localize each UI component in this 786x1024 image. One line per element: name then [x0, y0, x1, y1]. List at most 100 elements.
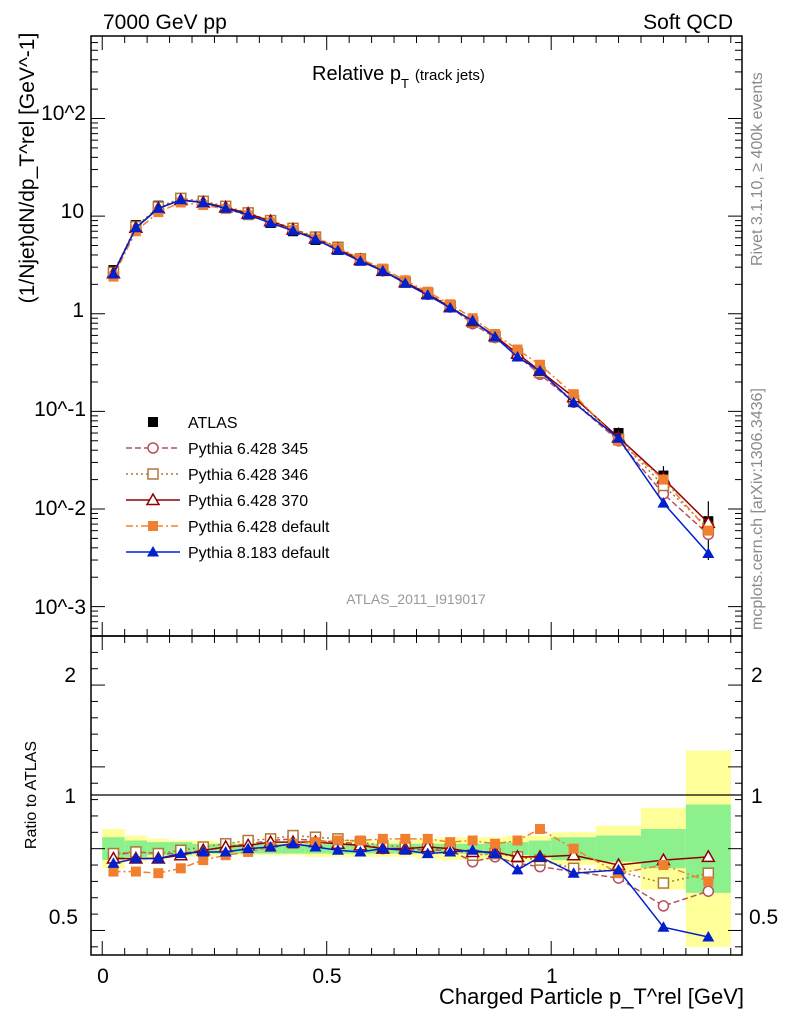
main-ytick-0.001: 10^-3 — [34, 596, 86, 619]
point-pythia-6-428-default — [534, 359, 545, 370]
ratio-point-pythia-8-183-default — [399, 844, 412, 855]
ratio-point-pythia-6-428-default — [658, 860, 669, 871]
point-pythia-8-183-default — [612, 432, 625, 443]
ratio-ytick-1-right: 1 — [751, 785, 763, 808]
point-pythia-8-183-default — [331, 244, 344, 255]
ratio-point-pythia-8-183-default — [287, 837, 300, 849]
point-pythia-8-183-default — [466, 314, 479, 326]
ratio-point-pythia-6-428-default — [198, 855, 209, 866]
ratio-point-pythia-6-428-default — [175, 863, 186, 874]
ratio-point-pythia-8-183-default — [421, 847, 434, 859]
ratio-point-pythia-6-428-default — [703, 876, 714, 887]
point-pythia-6-428-default — [658, 474, 669, 485]
point-pythia-8-183-default — [219, 202, 232, 213]
plot-title-note: (track jets) — [415, 67, 485, 84]
ratio-y-tick-labels: 2 1 0.5 2 1 0.5 — [49, 664, 778, 929]
ratio-line-pythia-6-428-default — [113, 828, 709, 883]
ratio-point-pythia-8-183-default — [331, 844, 344, 855]
point-pythia-8-183-default — [533, 364, 546, 376]
legend-label-atlas: ATLAS — [188, 415, 238, 432]
main-ytick-100: 10^2 — [41, 102, 86, 125]
ratio-point-pythia-6-428-default — [568, 843, 579, 854]
ratio-point-pythia-8-183-default — [489, 847, 502, 859]
ratio-point-pythia-8-183-default — [309, 841, 322, 852]
analysis-id: ATLAS_2011_I919017 — [346, 591, 486, 607]
ratio-point-pythia-8-183-default — [219, 845, 232, 857]
ratio-point-pythia-6-428-346 — [657, 877, 670, 889]
point-pythia-8-183-default — [354, 255, 367, 266]
legend-marker-pythia-6-428-370 — [145, 492, 161, 506]
point-pythia-8-183-default — [197, 196, 210, 208]
ratio-point-pythia-8-183-default — [567, 867, 580, 878]
legend-marker-pythia-6-428-346 — [147, 468, 159, 480]
ratio-point-pythia-8-183-default — [264, 841, 277, 852]
ratio-point-pythia-6-428-default — [512, 835, 523, 846]
point-pythia-8-183-default — [264, 217, 277, 228]
point-pythia-8-183-default — [376, 264, 389, 276]
point-pythia-8-183-default — [174, 193, 187, 205]
ratio-point-pythia-8-183-default — [354, 845, 367, 857]
ratio-point-pythia-6-428-default — [534, 824, 545, 835]
point-pythia-8-183-default — [242, 208, 255, 220]
main-panel — [106, 192, 716, 561]
legend-label-pythia-6-428-346: Pythia 6.428 346 — [188, 467, 308, 484]
point-pythia-8-183-default — [287, 224, 300, 236]
ratio-point-pythia-6-428-345 — [702, 885, 715, 897]
main-ytick-1: 1 — [72, 299, 84, 322]
point-pythia-8-183-default — [152, 202, 165, 213]
x-axis-label: Charged Particle p_T^rel [GeV] — [439, 984, 744, 1009]
ratio-ytick-1-left: 1 — [64, 785, 76, 808]
point-pythia-8-183-default — [489, 330, 502, 342]
axis-ticks — [91, 35, 742, 955]
ratio-point-pythia-6-428-370 — [701, 849, 716, 863]
point-pythia-8-183-default — [399, 277, 412, 288]
ratio-point-pythia-8-183-default — [466, 844, 479, 855]
ratio-point-pythia-8-183-default — [657, 921, 670, 932]
ratio-ytick-2-left: 2 — [64, 664, 76, 687]
ratio-point-pythia-8-183-default — [376, 842, 389, 854]
legend-label-pythia-6-428-default: Pythia 6.428 default — [188, 519, 330, 536]
header-right: Soft QCD — [643, 11, 733, 34]
ratio-point-pythia-6-428-default — [130, 866, 141, 877]
main-y-axis-label: (1/Njet)dN/dp_T^rel [GeV^-1] — [16, 33, 39, 304]
plot-title-main: Relative p — [312, 63, 401, 85]
ratio-point-pythia-6-428-default — [467, 835, 478, 846]
point-pythia-8-183-default — [702, 547, 715, 558]
point-pythia-8-183-default — [421, 289, 434, 300]
legend: ATLAS Pythia 6.428 345 Pythia 6.428 346 Pyt… — [126, 415, 330, 562]
ratio-point-pythia-6-428-370 — [566, 847, 581, 861]
ratio-panel — [106, 824, 716, 942]
ratio-band-inner — [528, 840, 552, 857]
ratio-point-pythia-6-428-default — [332, 835, 343, 846]
point-pythia-8-183-default — [657, 497, 670, 508]
legend-label-pythia-8-183-default: Pythia 8.183 default — [188, 545, 330, 562]
ratio-point-pythia-8-183-default — [533, 850, 546, 862]
ratio-band-inner — [596, 835, 641, 862]
ratio-point-pythia-6-428-default — [490, 838, 501, 849]
main-y-tick-labels: 10^2 10 1 10^-1 10^-2 10^-3 — [34, 102, 86, 619]
ratio-point-pythia-8-183-default — [107, 857, 120, 868]
ratio-point-pythia-6-428-default — [355, 835, 366, 846]
legend-marker-pythia-6-428-default — [148, 521, 158, 531]
ratio-point-pythia-6-428-default — [377, 833, 388, 844]
point-pythia-6-428-default — [703, 525, 714, 536]
point-pythia-6-428-default — [512, 344, 523, 355]
ratio-point-pythia-6-428-345 — [657, 900, 670, 912]
ratio-point-pythia-8-183-default — [702, 931, 715, 942]
xtick-0: 0 — [97, 965, 109, 988]
legend-marker-pythia-8-183-default — [147, 546, 159, 557]
legend-label-pythia-6-428-370: Pythia 6.428 370 — [188, 493, 308, 510]
ratio-point-pythia-8-183-default — [612, 863, 625, 875]
ratio-point-pythia-8-183-default — [197, 845, 210, 857]
plot-title: Relative pT (track jets) — [312, 63, 485, 91]
ratio-ytick-0.5-left: 0.5 — [49, 906, 78, 929]
xtick-0.5: 0.5 — [312, 965, 341, 988]
series-line-pythia-6-428-345 — [112, 199, 709, 535]
ratio-point-pythia-8-183-default — [129, 852, 142, 863]
point-pythia-8-183-default — [511, 351, 524, 362]
legend-label-pythia-6-428-345: Pythia 6.428 345 — [188, 441, 308, 458]
point-pythia-8-183-default — [107, 268, 120, 279]
ratio-point-pythia-8-183-default — [174, 847, 187, 859]
xtick-1: 1 — [546, 965, 558, 988]
